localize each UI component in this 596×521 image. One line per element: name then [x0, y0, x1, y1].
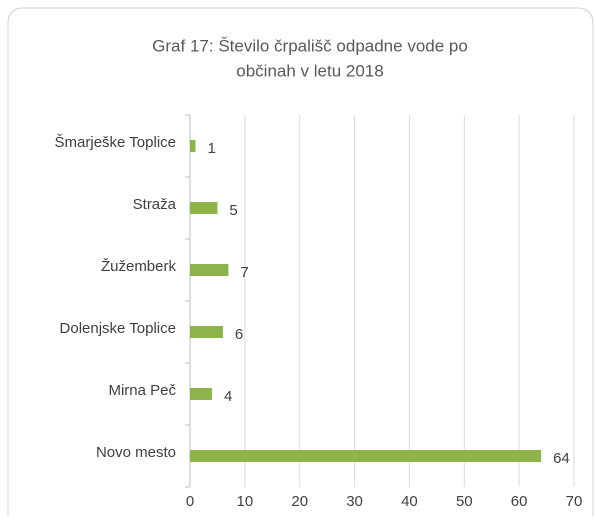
x-tick-label: 50: [456, 493, 473, 510]
y-tick-label: Straža: [133, 196, 177, 213]
x-tick-label: 30: [346, 493, 363, 510]
x-tick-label: 20: [291, 493, 308, 510]
data-label: 4: [224, 388, 232, 405]
x-tick-label: 40: [401, 493, 418, 510]
bar: [190, 264, 229, 276]
bar: [190, 388, 212, 400]
data-label: 7: [240, 264, 248, 281]
x-tick-label: 70: [566, 493, 583, 510]
bar: [190, 450, 542, 462]
chart-frame: [7, 7, 594, 521]
bar: [190, 326, 223, 338]
y-tick-label: Mirna Peč: [108, 382, 176, 399]
bar: [190, 140, 196, 152]
y-tick-label: Dolenjske Toplice: [60, 320, 176, 337]
y-tick-label: Šmarješke Toplice: [55, 134, 176, 151]
x-tick-label: 0: [186, 493, 194, 510]
x-tick-label: 60: [511, 493, 528, 510]
bar: [190, 202, 218, 214]
data-label: 6: [235, 326, 243, 343]
chart-title: občinah v letu 2018: [236, 61, 383, 80]
data-label: 1: [207, 140, 215, 157]
y-tick-label: Žužemberk: [101, 258, 177, 275]
data-label: 5: [229, 202, 237, 219]
y-tick-label: Novo mesto: [96, 444, 176, 461]
x-tick-label: 10: [237, 493, 254, 510]
chart-title: Graf 17: Število črpališč odpadne vode p…: [152, 36, 468, 55]
data-label: 64: [553, 450, 570, 467]
